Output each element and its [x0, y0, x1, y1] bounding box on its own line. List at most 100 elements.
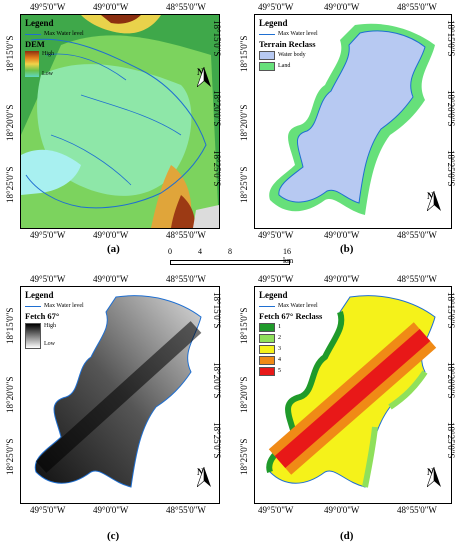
lon-label: 49°0'0"W [93, 274, 129, 284]
fetch-map [34, 295, 202, 488]
scale-tick-label: 0 [168, 247, 172, 256]
lat-label: 18°25'0"S [212, 150, 222, 187]
lat-label: 18°20'0"S [446, 90, 456, 127]
legend: Legend Max Water level Fetch 67° Reclass… [259, 291, 354, 376]
legend-water-level: Max Water level [259, 31, 369, 37]
legend-title: Legend [259, 18, 288, 28]
lon-label: 48°55'0"W [397, 274, 437, 284]
legend-class-2: 2 [259, 333, 354, 343]
north-arrow-icon [427, 191, 441, 211]
layer-title: Fetch 67° Reclass [259, 311, 323, 321]
lon-label: 49°0'0"W [324, 274, 360, 284]
dem-ramp: High Low [25, 50, 95, 77]
class-3-swatch [259, 344, 275, 354]
layer-title: Fetch 67° [25, 311, 60, 321]
legend-class-water: Water body [259, 50, 369, 60]
lat-label: 18°20'0"S [5, 104, 15, 141]
panel-a-dem: 49°5'0"W 49°0'0"W 48°55'0"W 18°15'0"S 18… [0, 0, 232, 270]
legend-title: Legend [259, 290, 288, 300]
gradient-swatch [25, 322, 41, 349]
legend-class-4: 4 [259, 355, 354, 365]
panel-b-terrain: 49°5'0"W 49°0'0"W 48°55'0"W 18°15'0"S 18… [234, 0, 469, 270]
fetch-ramp: High Low [25, 322, 105, 349]
lat-label: 18°25'0"S [212, 422, 222, 459]
legend: Legend Max Water level Terrain Reclass W… [259, 19, 369, 71]
class-2-swatch [259, 333, 275, 343]
lat-label: 18°15'0"S [446, 292, 456, 329]
map-frame: Legend Max Water level DEM High Low N [20, 14, 220, 229]
lon-label: 48°55'0"W [397, 230, 437, 240]
low-label: Low [44, 340, 55, 347]
map-frame: Legend Max Water level Fetch 67° Reclass… [254, 286, 452, 504]
lat-label: 18°15'0"S [239, 35, 249, 72]
north-arrow-icon [427, 467, 441, 487]
scale-tick-label: 8 [228, 247, 232, 256]
legend-title: Legend [25, 290, 54, 300]
lon-label: 49°5'0"W [30, 274, 66, 284]
legend-water-level: Max Water level [259, 303, 354, 309]
map-frame: Legend Max Water level Fetch 67° High Lo… [20, 286, 220, 504]
water-line-swatch [25, 33, 41, 35]
legend-class-land: Land [259, 61, 369, 71]
gradient-swatch [25, 50, 39, 77]
legend-title: Legend [25, 18, 54, 28]
class-5-swatch [259, 366, 275, 376]
lat-label: 18°20'0"S [212, 362, 222, 399]
dem-map [21, 15, 219, 228]
lat-label: 18°15'0"S [5, 35, 15, 72]
lat-label: 18°15'0"S [5, 307, 15, 344]
legend: Legend Max Water level DEM High Low [25, 19, 95, 77]
north-arrow-icon [197, 467, 211, 487]
lon-label: 49°0'0"W [324, 230, 360, 240]
low-label: Low [42, 70, 53, 77]
lon-label: 49°5'0"W [258, 230, 294, 240]
lat-label: 18°20'0"S [212, 90, 222, 127]
lat-label: 18°20'0"S [446, 362, 456, 399]
lon-label: 48°55'0"W [166, 2, 206, 12]
legend-class-3: 3 [259, 344, 354, 354]
north-arrow: N [197, 67, 211, 87]
scale-bar: 0 4 8 16 km [168, 247, 298, 267]
legend-class-1: 1 [259, 322, 354, 332]
lat-label: 18°20'0"S [239, 104, 249, 141]
north-arrow: N [427, 467, 441, 487]
lat-label: 18°25'0"S [446, 150, 456, 187]
lon-label: 49°0'0"W [93, 2, 129, 12]
north-arrow: N [197, 467, 211, 487]
lat-label: 18°25'0"S [239, 166, 249, 203]
lon-label: 49°5'0"W [30, 2, 66, 12]
layer-title: DEM [25, 39, 45, 49]
lat-label: 18°25'0"S [239, 438, 249, 475]
north-arrow: N [427, 191, 441, 211]
lon-label: 49°5'0"W [258, 2, 294, 12]
lon-label: 49°0'0"W [324, 505, 360, 515]
caption-a: (a) [107, 243, 120, 255]
caption-b: (b) [340, 243, 354, 255]
terrain-map [269, 23, 435, 215]
water-line-swatch [259, 33, 275, 35]
lat-label: 18°25'0"S [5, 166, 15, 203]
class-1-swatch [259, 322, 275, 332]
land-swatch [259, 61, 275, 71]
panel-d-fetch-reclass: 49°5'0"W 49°0'0"W 48°55'0"W 18°15'0"S 18… [234, 272, 469, 550]
lat-label: 18°15'0"S [239, 307, 249, 344]
lon-label: 49°5'0"W [30, 230, 66, 240]
water-line-swatch [259, 305, 275, 307]
lat-label: 18°20'0"S [239, 376, 249, 413]
panel-c-fetch: 49°5'0"W 49°0'0"W 48°55'0"W 18°15'0"S 18… [0, 272, 232, 550]
lon-label: 48°55'0"W [397, 505, 437, 515]
lon-label: 49°0'0"W [93, 505, 129, 515]
lon-label: 49°5'0"W [30, 505, 66, 515]
scale-tick-label: 4 [198, 247, 202, 256]
high-label: High [44, 322, 56, 329]
lon-label: 49°0'0"W [324, 2, 360, 12]
legend-water-level: Max Water level [25, 303, 105, 309]
lat-label: 18°15'0"S [446, 20, 456, 57]
legend: Legend Max Water level Fetch 67° High Lo… [25, 291, 105, 349]
caption-d: (d) [340, 530, 354, 542]
lat-label: 18°15'0"S [212, 20, 222, 57]
lon-label: 48°55'0"W [166, 274, 206, 284]
scale-bar-bar [170, 260, 290, 265]
water-line-swatch [25, 305, 41, 307]
caption-c: (c) [107, 530, 120, 542]
